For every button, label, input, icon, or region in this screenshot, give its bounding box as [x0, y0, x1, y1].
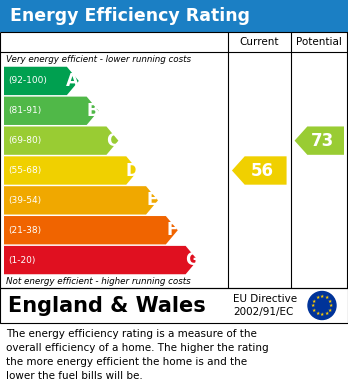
Text: Potential: Potential [296, 37, 342, 47]
Text: ★: ★ [324, 295, 329, 300]
Text: ★: ★ [327, 307, 332, 312]
Text: 56: 56 [251, 161, 274, 179]
Text: Current: Current [239, 37, 279, 47]
Polygon shape [4, 126, 118, 155]
Polygon shape [4, 97, 98, 125]
Text: A: A [66, 72, 79, 90]
Text: (92-100): (92-100) [8, 76, 47, 85]
Text: B: B [86, 102, 99, 120]
Text: Energy Efficiency Rating: Energy Efficiency Rating [10, 7, 250, 25]
Text: ★: ★ [312, 298, 316, 303]
Polygon shape [4, 156, 138, 185]
Polygon shape [294, 126, 344, 155]
Text: (21-38): (21-38) [8, 226, 41, 235]
Text: EU Directive
2002/91/EC: EU Directive 2002/91/EC [233, 294, 297, 317]
Bar [0, 0, 348, 32]
Text: (39-54): (39-54) [8, 196, 41, 205]
Text: ★: ★ [315, 311, 320, 316]
Text: ★: ★ [311, 303, 315, 308]
Polygon shape [4, 216, 178, 244]
Text: (1-20): (1-20) [8, 256, 35, 265]
Polygon shape [4, 186, 158, 215]
Text: D: D [125, 161, 139, 179]
Text: (55-68): (55-68) [8, 166, 41, 175]
Text: The energy efficiency rating is a measure of the
overall efficiency of a home. T: The energy efficiency rating is a measur… [6, 329, 269, 381]
Polygon shape [232, 156, 287, 185]
Text: England & Wales: England & Wales [8, 296, 206, 316]
Text: ★: ★ [320, 294, 324, 299]
Text: Very energy efficient - lower running costs: Very energy efficient - lower running co… [6, 54, 191, 63]
Text: ★: ★ [315, 295, 320, 300]
Text: ★: ★ [329, 303, 333, 308]
Text: ★: ★ [320, 312, 324, 317]
Polygon shape [4, 246, 198, 274]
Text: (69-80): (69-80) [8, 136, 41, 145]
Text: F: F [166, 221, 177, 239]
Circle shape [308, 292, 336, 319]
Polygon shape [4, 67, 79, 95]
Text: Not energy efficient - higher running costs: Not energy efficient - higher running co… [6, 277, 191, 286]
Text: E: E [146, 191, 158, 209]
Text: (81-91): (81-91) [8, 106, 41, 115]
Bar [0, 288, 348, 323]
Text: C: C [106, 132, 119, 150]
Text: ★: ★ [312, 307, 316, 312]
Text: G: G [185, 251, 198, 269]
Text: ★: ★ [324, 311, 329, 316]
Text: ★: ★ [327, 298, 332, 303]
Text: 73: 73 [311, 132, 334, 150]
